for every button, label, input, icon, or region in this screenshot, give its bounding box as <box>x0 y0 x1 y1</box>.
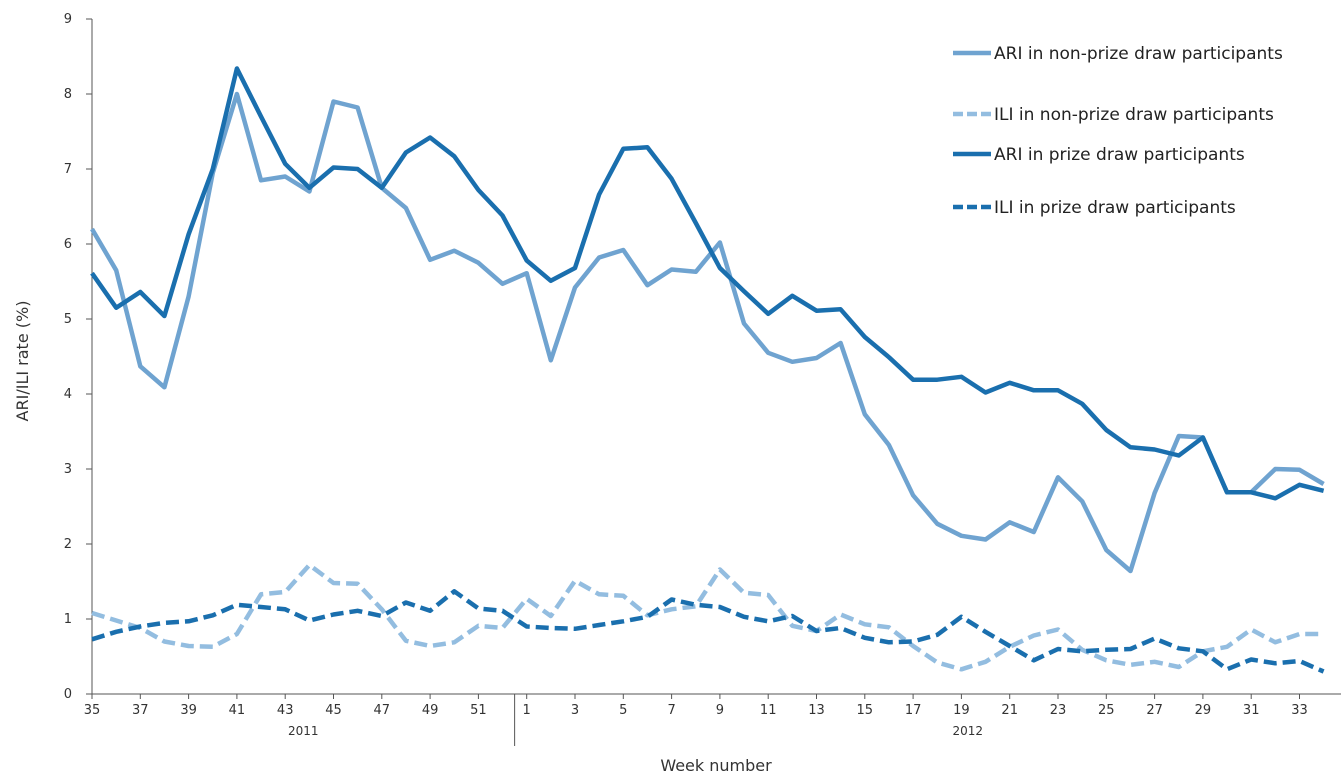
y-tick-label: 8 <box>64 87 72 102</box>
legend-label-4: ILI in prize draw participants <box>994 198 1236 218</box>
x-tick-label: 3 <box>571 703 579 718</box>
x-tick-label: 43 <box>277 703 294 718</box>
y-tick-label: 4 <box>64 387 72 402</box>
x-tick-label: 49 <box>422 703 439 718</box>
series-line-3 <box>90 66 1325 501</box>
x-tick-label: 51 <box>470 703 487 718</box>
x-tick-label: 21 <box>1001 703 1018 718</box>
x-tick-label: 11 <box>760 703 777 718</box>
y-tick-label: 3 <box>64 462 72 477</box>
y-tick-label: 6 <box>64 237 72 252</box>
x-tick-label: 23 <box>1050 703 1067 718</box>
y-tick-label: 5 <box>64 312 72 327</box>
x-tick-label: 45 <box>325 703 342 718</box>
x-tick-label: 37 <box>132 703 149 718</box>
x-tick-label: 1 <box>523 703 531 718</box>
x-tick-label: 9 <box>716 703 724 718</box>
x-tick-label: 7 <box>667 703 675 718</box>
year-label-2011: 2011 <box>288 724 319 738</box>
y-tick-label: 9 <box>64 12 72 27</box>
x-tick-label: 19 <box>953 703 970 718</box>
x-tick-label: 47 <box>374 703 391 718</box>
y-tick-label: 1 <box>64 612 72 627</box>
x-tick-label: 29 <box>1195 703 1212 718</box>
x-tick-label: 27 <box>1146 703 1163 718</box>
series-line-4 <box>91 589 1325 674</box>
x-tick-label: 25 <box>1098 703 1115 718</box>
x-tick-label: 33 <box>1291 703 1308 718</box>
y-tick-label: 2 <box>64 537 72 552</box>
x-axis-title: Week number <box>660 756 772 775</box>
legend: ARI in non-prize draw participants ILI in… <box>953 44 1283 218</box>
x-tick-label: 31 <box>1243 703 1260 718</box>
x-tick-label: 13 <box>808 703 825 718</box>
x-tick-label: 5 <box>619 703 627 718</box>
legend-label-2: ILI in non-prize draw participants <box>994 105 1274 125</box>
x-tick-label: 39 <box>180 703 197 718</box>
x-tick-label: 15 <box>857 703 874 718</box>
series-layer <box>90 66 1325 674</box>
legend-label-3: ARI in prize draw participants <box>994 145 1245 165</box>
y-tick-label: 0 <box>64 687 72 702</box>
year-label-2012: 2012 <box>953 724 984 738</box>
series-line-2 <box>91 562 1324 672</box>
y-axis-title: ARI/ILI rate (%) <box>13 301 32 422</box>
x-tick-label: 35 <box>84 703 101 718</box>
series-line-1 <box>90 91 1325 574</box>
legend-label-1: ARI in non-prize draw participants <box>994 44 1283 64</box>
y-tick-label: 7 <box>64 162 72 177</box>
x-tick-label: 17 <box>905 703 922 718</box>
x-tick-label: 41 <box>229 703 246 718</box>
